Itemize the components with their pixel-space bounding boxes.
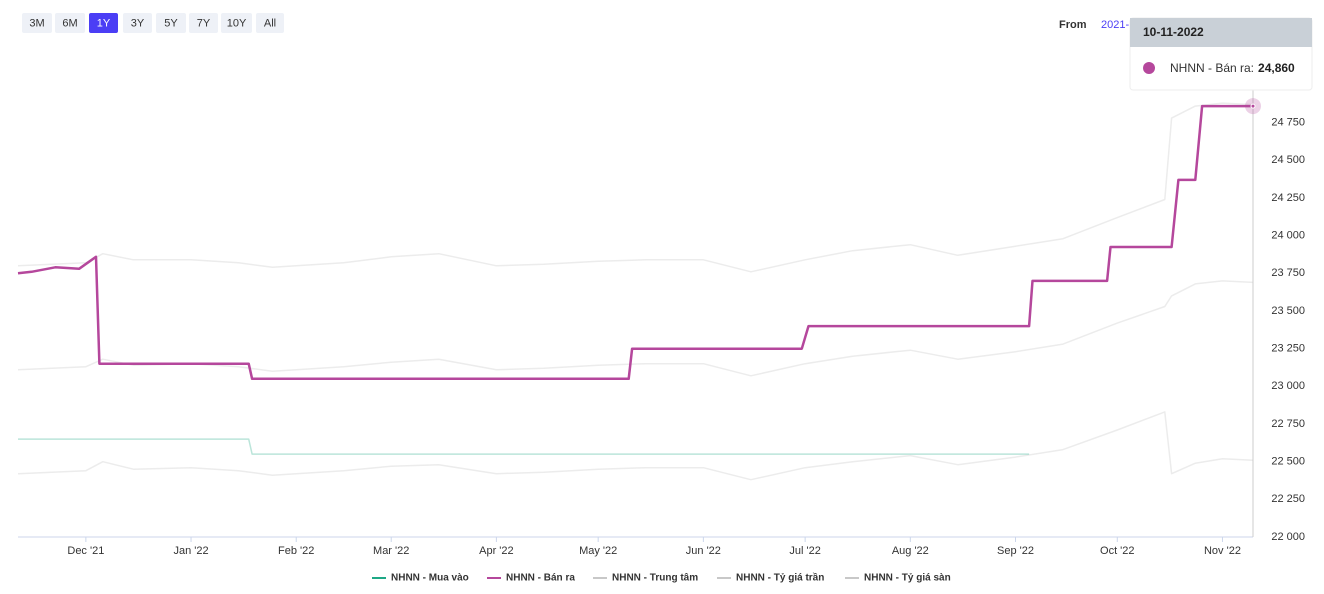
legend-label[interactable]: NHNN - Tỷ giá sàn [864,573,951,584]
legend-label[interactable]: NHNN - Mua vào [391,573,469,584]
x-tick-label: Aug '22 [892,545,929,557]
range-button-label[interactable]: 5Y [164,17,178,29]
x-tick-label: Mar '22 [373,545,409,557]
x-tick-label: May '22 [579,545,617,557]
range-button[interactable] [22,13,52,33]
legend-label[interactable]: NHNN - Bán ra [506,573,575,584]
y-tick-label: 24 500 [1271,154,1305,166]
range-button-label[interactable]: 7Y [197,17,211,29]
range-button-label[interactable]: All [264,17,276,29]
range-button-label[interactable]: 3M [29,17,44,29]
x-tick-label: Nov '22 [1204,545,1241,557]
range-button[interactable] [156,13,186,33]
range-button-label[interactable]: 3Y [131,17,145,29]
y-tick-label: 24 250 [1271,192,1305,204]
y-tick-label: 23 250 [1271,343,1305,355]
series-line [17,411,1254,481]
tooltip-label: NHNN - Bán ra: 24,860 [1170,61,1295,75]
range-button[interactable] [123,13,152,33]
y-tick-label: 24 000 [1271,230,1305,242]
x-tick-label: Feb '22 [278,545,314,557]
range-button[interactable] [189,13,218,33]
tooltip-dot [1143,62,1155,74]
hover-point [1250,103,1256,109]
tooltip-date: 10-11-2022 [1143,25,1204,39]
series-line [17,102,1254,273]
y-tick-label: 23 750 [1271,267,1305,279]
from-date[interactable]: 2021- [1101,19,1129,31]
legend-label[interactable]: NHNN - Tỷ giá trần [736,572,824,584]
tooltip-series: NHNN - Bán ra: [1170,61,1254,75]
x-tick-label: Sep '22 [997,545,1034,557]
y-tick-label: 22 500 [1271,456,1305,468]
x-tick-label: Jan '22 [173,545,208,557]
series-line [17,104,1253,381]
y-tick-label: 23 500 [1271,305,1305,317]
x-tick-label: Apr '22 [479,545,514,557]
range-button-label[interactable]: 1Y [97,17,111,29]
series-line [17,280,1254,377]
tooltip-value: 24,860 [1258,61,1295,75]
range-button[interactable] [221,13,252,33]
range-button-label[interactable]: 6M [62,17,77,29]
range-button-label[interactable]: 10Y [227,17,247,29]
y-tick-label: 22 250 [1271,493,1305,505]
tooltip-header [1130,18,1312,47]
range-button[interactable] [55,13,85,33]
range-button[interactable] [89,13,118,33]
range-button[interactable] [256,13,284,33]
y-tick-label: 23 000 [1271,380,1305,392]
legend-label[interactable]: NHNN - Trung tâm [612,573,698,584]
x-tick-label: Oct '22 [1100,545,1135,557]
x-tick-label: Jun '22 [686,545,721,557]
x-tick-label: Dec '21 [67,545,104,557]
y-tick-label: 24 750 [1271,117,1305,129]
y-tick-label: 22 000 [1271,531,1305,543]
from-label: From [1059,19,1087,31]
series-line [18,438,1030,455]
y-tick-label: 22 750 [1271,418,1305,430]
x-tick-label: Jul '22 [789,545,820,557]
